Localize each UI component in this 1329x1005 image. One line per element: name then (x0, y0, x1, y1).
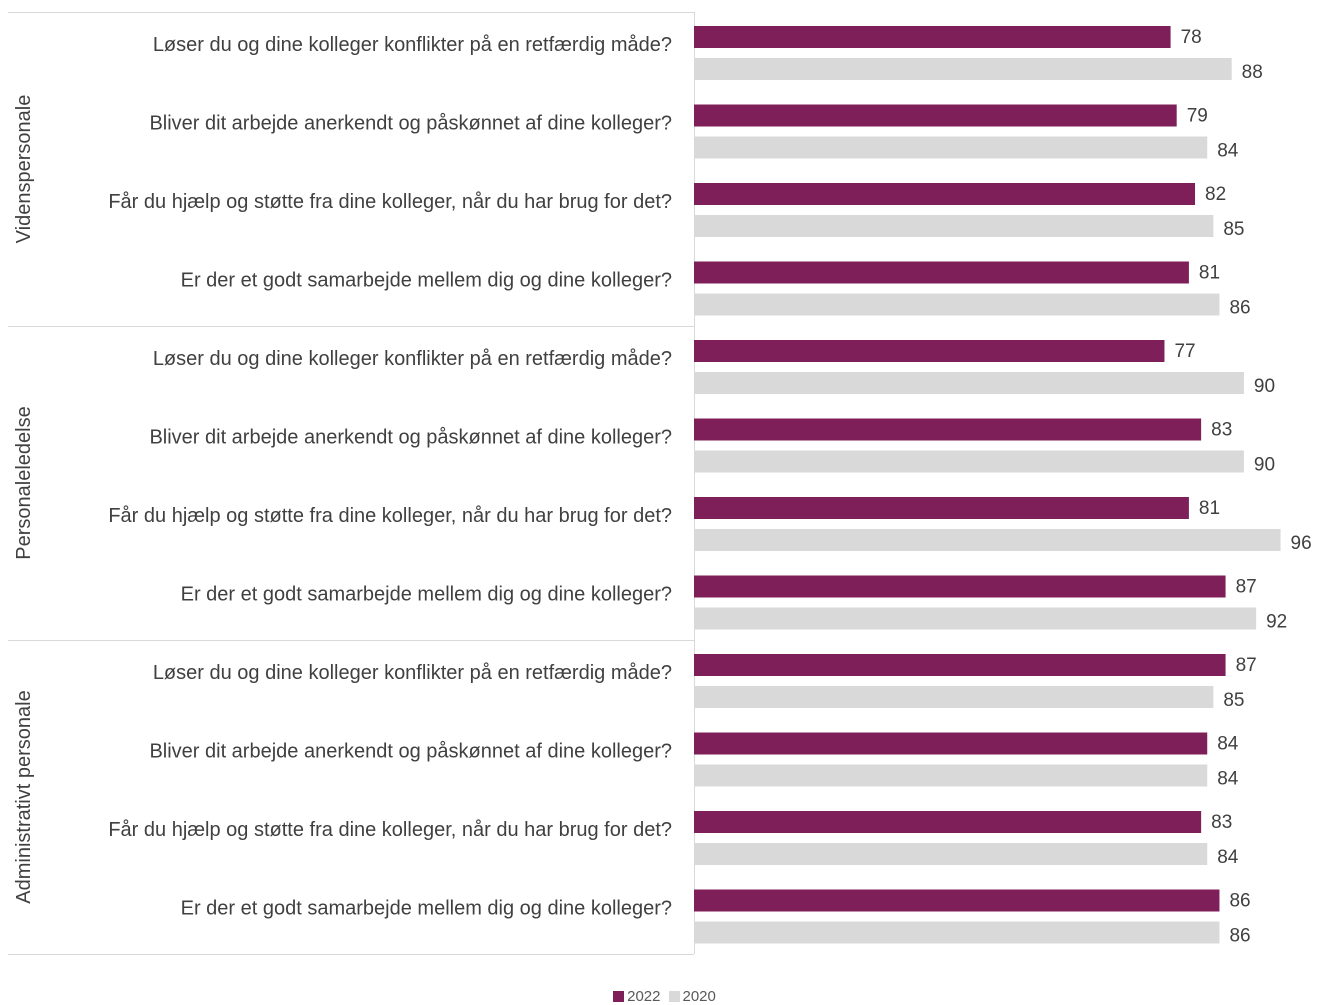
data-label-2020: 86 (1229, 926, 1250, 947)
question-label: Får du hjælp og støtte fra dine kolleger… (108, 505, 672, 527)
question-label: Løser du og dine kolleger konflikter på … (153, 662, 672, 684)
question-label: Bliver dit arbejde anerkendt og påskønne… (149, 741, 672, 763)
group-label: Personaleledelse (13, 406, 35, 559)
data-label-2022: 83 (1211, 420, 1232, 441)
bar-2020 (694, 58, 1232, 80)
data-label-2020: 92 (1266, 612, 1287, 633)
bar-2020 (694, 215, 1214, 237)
legend-item-2020: 2020 (668, 988, 716, 1005)
bar-2022 (694, 811, 1202, 833)
data-label-2020: 84 (1217, 847, 1239, 868)
bar-2022 (694, 889, 1220, 912)
data-label-2020: 96 (1291, 533, 1312, 554)
data-label-2022: 84 (1217, 734, 1239, 755)
data-label-2020: 90 (1254, 376, 1275, 397)
bar-2022 (694, 732, 1208, 755)
data-label-2020: 85 (1223, 219, 1244, 240)
bar-2022 (694, 575, 1226, 598)
data-label-2022: 87 (1236, 655, 1257, 676)
bar-2020 (694, 843, 1208, 865)
bar-2022 (694, 340, 1165, 362)
data-label-2020: 84 (1217, 769, 1239, 790)
bar-2022 (694, 261, 1189, 284)
group-label: Administrativt personale (13, 690, 35, 903)
bar-2022 (694, 183, 1196, 205)
chart-legend: 2022 2020 (0, 988, 1329, 1005)
bar-2020 (694, 450, 1244, 473)
bar-2020 (694, 372, 1244, 394)
question-label: Bliver dit arbejde anerkendt og påskønne… (149, 113, 672, 135)
question-label: Løser du og dine kolleger konflikter på … (153, 348, 672, 370)
question-label: Løser du og dine kolleger konflikter på … (153, 34, 672, 56)
data-label-2020: 86 (1229, 298, 1250, 319)
question-label: Bliver dit arbejde anerkendt og påskønne… (149, 427, 672, 449)
data-label-2022: 81 (1199, 263, 1220, 284)
data-label-2022: 81 (1199, 498, 1220, 519)
question-label: Får du hjælp og støtte fra dine kolleger… (108, 819, 672, 841)
bar-2020 (694, 293, 1220, 316)
legend-item-2022: 2022 (613, 988, 661, 1005)
question-label: Er der et godt samarbejde mellem dig og … (181, 898, 672, 920)
bar-2022 (694, 418, 1202, 441)
question-label: Er der et godt samarbejde mellem dig og … (181, 270, 672, 292)
data-label-2020: 84 (1217, 141, 1239, 162)
data-label-2020: 90 (1254, 455, 1275, 476)
data-label-2020: 88 (1242, 62, 1263, 83)
bar-2022 (694, 654, 1226, 676)
data-label-2022: 86 (1229, 891, 1250, 912)
data-label-2020: 85 (1223, 690, 1244, 711)
legend-swatch-2020 (668, 991, 680, 1002)
bar-2020 (694, 607, 1257, 630)
bar-2022 (694, 497, 1189, 519)
legend-label-2022: 2022 (627, 988, 661, 1005)
bar-2022 (694, 26, 1171, 48)
bar-2020 (694, 921, 1220, 944)
bar-2020 (694, 136, 1208, 159)
data-label-2022: 77 (1174, 341, 1195, 362)
group-label: Videnspersonale (13, 95, 35, 244)
data-label-2022: 82 (1205, 184, 1226, 205)
data-label-2022: 78 (1181, 27, 1202, 48)
data-label-2022: 83 (1211, 812, 1232, 833)
bar-2020 (694, 686, 1214, 708)
legend-swatch-2022 (613, 991, 625, 1002)
bar-2020 (694, 764, 1208, 787)
data-label-2022: 79 (1187, 106, 1208, 127)
question-label: Får du hjælp og støtte fra dine kolleger… (108, 191, 672, 213)
question-label: Er der et godt samarbejde mellem dig og … (181, 584, 672, 606)
bar-2020 (694, 529, 1281, 551)
bar-2022 (694, 104, 1177, 127)
data-label-2022: 87 (1236, 577, 1257, 598)
legend-label-2020: 2020 (682, 988, 716, 1005)
